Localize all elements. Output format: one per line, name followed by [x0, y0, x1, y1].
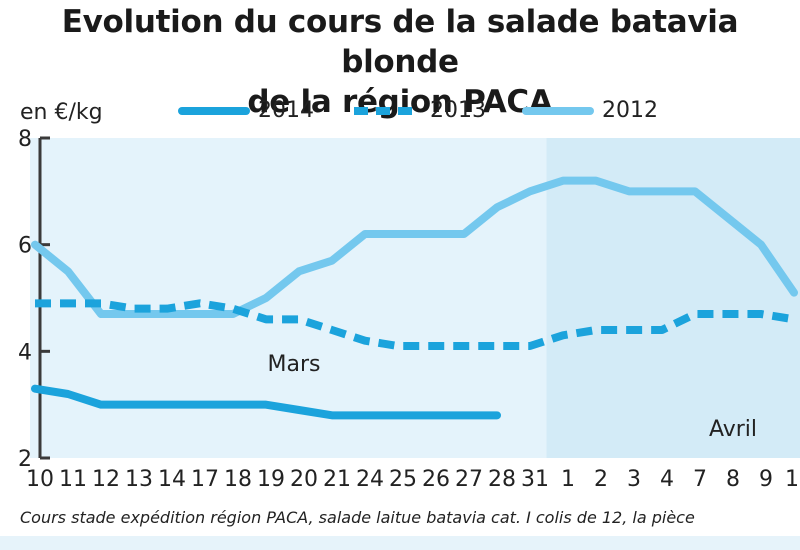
x-tick-label-13: 27	[455, 467, 483, 492]
period-label-mars: Mars	[268, 352, 321, 377]
x-tick-label-10: 24	[356, 467, 384, 492]
period-panel-avril	[546, 138, 800, 458]
legend: 2014 2013 2012	[178, 98, 694, 123]
x-tick-label-12: 26	[422, 467, 450, 492]
x-tick-label-3: 13	[125, 467, 153, 492]
legend-label-2014: 2014	[258, 98, 314, 123]
legend-item-2012: 2012	[522, 98, 658, 123]
x-tick-label-18: 3	[627, 467, 641, 492]
legend-label-2012: 2012	[602, 98, 658, 123]
x-tick-label-7: 19	[257, 467, 285, 492]
chart-title: Evolution du cours de la salade batavia …	[0, 2, 800, 122]
x-tick-label-6: 18	[224, 467, 252, 492]
source-note: Cours stade expédition région PACA, sala…	[20, 508, 695, 527]
x-tick-label-22: 9	[759, 467, 773, 492]
y-tick-label-6: 6	[18, 234, 32, 259]
x-tick-label-8: 20	[290, 467, 318, 492]
x-tick-label-0: 10	[26, 467, 54, 492]
series-line-2012	[31, 176, 798, 318]
series-line-2014	[31, 384, 501, 420]
x-tick-label-5: 17	[191, 467, 219, 492]
legend-label-2013: 2013	[430, 98, 486, 123]
x-tick-label-14: 28	[488, 467, 516, 492]
legend-swatch-2013	[354, 106, 418, 115]
y-tick-label-4: 4	[18, 340, 32, 365]
x-tick-label-4: 14	[158, 467, 186, 492]
y-unit-label: en €/kg	[20, 100, 103, 125]
period-label-avril: Avril	[709, 417, 757, 442]
series-line-2013	[35, 299, 795, 350]
legend-item-2014: 2014	[178, 98, 314, 123]
x-tick-label-19: 4	[660, 467, 674, 492]
legend-swatch-2012	[522, 106, 594, 115]
x-tick-label-9: 21	[323, 467, 351, 492]
x-tick-label-1: 11	[59, 467, 87, 492]
x-tick-label-15: 31	[521, 467, 549, 492]
x-tick-label-2: 12	[92, 467, 120, 492]
chart-title-line1: Evolution du cours de la salade batavia …	[61, 4, 739, 80]
legend-item-2013: 2013	[350, 98, 486, 123]
x-tick-label-20: 7	[693, 467, 707, 492]
x-tick-label-23: 10	[785, 467, 800, 492]
y-tick-label-2: 2	[18, 447, 32, 472]
x-tick-label-11: 25	[389, 467, 417, 492]
x-tick-label-21: 8	[726, 467, 740, 492]
legend-swatch-2014	[178, 106, 250, 115]
bottom-band	[0, 536, 800, 550]
y-tick-label-8: 8	[18, 128, 32, 152]
x-tick-label-16: 1	[561, 467, 575, 492]
x-tick-label-17: 2	[594, 467, 608, 492]
